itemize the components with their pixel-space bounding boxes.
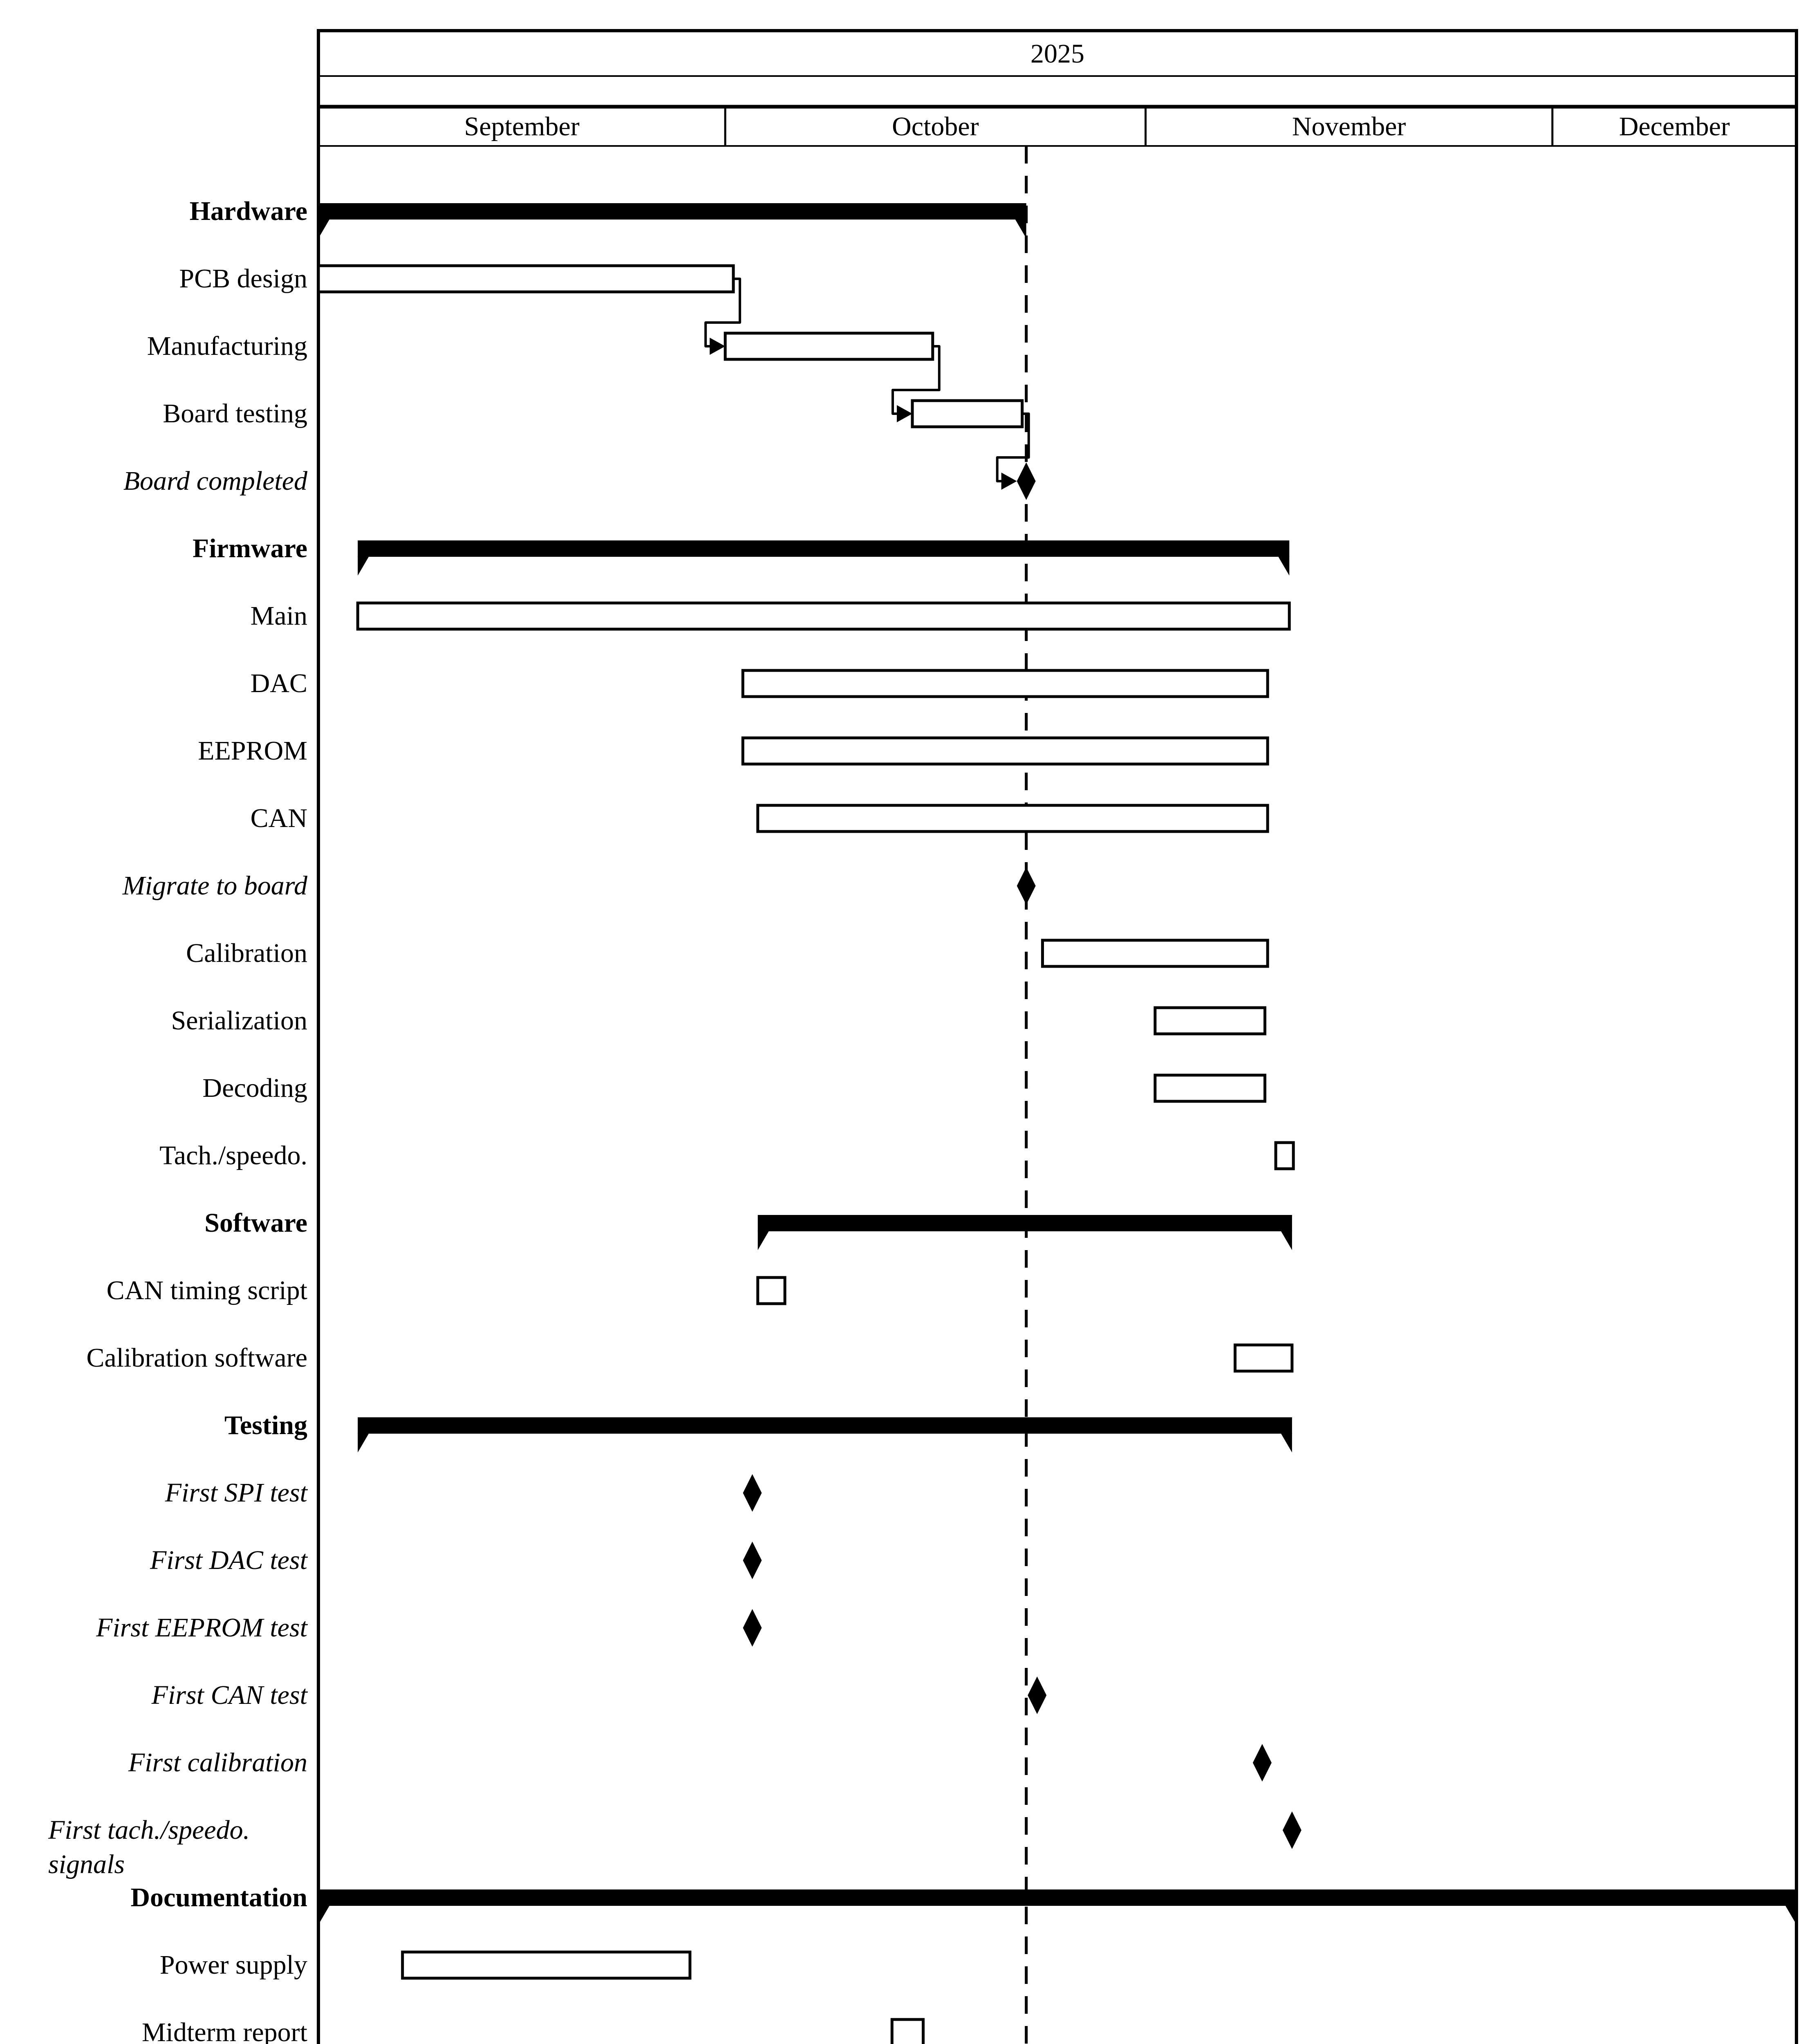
- milestone-first-spi-test: [743, 1474, 762, 1512]
- milestone-first-tach-speedo-signals: [1282, 1811, 1301, 1849]
- row-label-first-spi-test: First SPI test: [165, 1478, 307, 1508]
- task-bar-eeprom: [741, 736, 1269, 766]
- milestone-first-calibration: [1252, 1744, 1272, 1782]
- row-label-calibration-software: Calibration software: [86, 1343, 307, 1373]
- group-bar-left-cap: [358, 556, 370, 576]
- row-label-first-can-test: First CAN test: [151, 1680, 307, 1710]
- row-label-main: Main: [250, 601, 307, 631]
- row-label-line: First tach./speedo.: [48, 1815, 250, 1845]
- task-bar-power-supply: [401, 1950, 692, 1980]
- group-bar-right-cap: [1015, 219, 1026, 238]
- group-bar-left-cap: [358, 1433, 370, 1452]
- group-bar-right-cap: [1785, 1905, 1796, 1925]
- link-pcb-design-to-manufacturing: [704, 278, 741, 347]
- task-bar-dac: [741, 669, 1269, 698]
- row-label-can-timing-script: CAN timing script: [106, 1275, 307, 1305]
- group-bar-left-cap: [757, 1230, 769, 1250]
- month-label-november: November: [1292, 112, 1406, 141]
- row-label-can: CAN: [250, 803, 307, 833]
- task-bar-calibration-software: [1234, 1343, 1294, 1373]
- task-bar-midterm-report: [890, 2018, 925, 2044]
- row-label-migrate-to-board: Migrate to board: [122, 871, 307, 901]
- task-bar-tach-speedo: [1274, 1141, 1295, 1170]
- group-bar-documentation: [318, 1889, 1796, 1906]
- group-bar-left-cap: [318, 219, 330, 238]
- row-label-tach-speedo: Tach./speedo.: [159, 1141, 307, 1170]
- task-bar-calibration: [1041, 939, 1269, 968]
- month-label-september: September: [464, 112, 580, 141]
- row-label-board-completed: Board completed: [123, 466, 307, 496]
- year-title: 2025: [1030, 39, 1084, 69]
- row-label-firmware: Firmware: [193, 533, 307, 563]
- task-bar-can: [756, 804, 1269, 833]
- row-label-decoding: Decoding: [202, 1073, 307, 1103]
- milestone-first-dac-test: [743, 1542, 762, 1579]
- group-bar-right-cap: [1280, 1230, 1292, 1250]
- milestone-migrate-to-board: [1017, 867, 1036, 905]
- group-bar-hardware: [318, 203, 1026, 220]
- chart-border: [317, 29, 1798, 2044]
- task-bar-main: [356, 601, 1291, 631]
- task-bar-serialization: [1153, 1006, 1267, 1035]
- row-label-first-calibration: First calibration: [128, 1748, 307, 1777]
- group-bar-right-cap: [1280, 1433, 1292, 1452]
- row-label-first-eeprom-test: First EEPROM test: [96, 1613, 307, 1643]
- row-label-serialization: Serialization: [171, 1006, 307, 1035]
- row-label-power-supply: Power supply: [159, 1950, 307, 1980]
- row-label-testing: Testing: [224, 1410, 307, 1440]
- group-bar-left-cap: [318, 1905, 330, 1925]
- group-bar-firmware: [358, 540, 1290, 557]
- link-arrowhead: [710, 338, 726, 355]
- task-bar-decoding: [1153, 1074, 1267, 1103]
- task-bar-pcb-design: [317, 264, 735, 294]
- row-label-hardware: Hardware: [189, 196, 307, 226]
- row-label-dac: DAC: [250, 668, 307, 698]
- group-bar-software: [757, 1215, 1292, 1231]
- month-label-october: October: [892, 112, 979, 141]
- row-label-manufacturing: Manufacturing: [147, 331, 307, 361]
- link-arrowhead: [1001, 473, 1017, 490]
- row-label-software: Software: [204, 1208, 307, 1238]
- row-label-midterm-report: Midterm report: [141, 2017, 307, 2044]
- row-label-calibration: Calibration: [186, 938, 307, 968]
- task-bar-board-testing: [911, 399, 1024, 428]
- group-bar-testing: [358, 1417, 1292, 1434]
- milestone-first-can-test: [1028, 1676, 1047, 1714]
- group-bar-right-cap: [1278, 556, 1290, 576]
- row-label-pcb-design: PCB design: [179, 264, 307, 294]
- link-arrowhead: [897, 405, 913, 422]
- row-label-first-dac-test: First DAC test: [150, 1545, 307, 1575]
- task-bar-manufacturing: [723, 332, 934, 361]
- milestone-first-eeprom-test: [743, 1609, 762, 1647]
- row-label-documentation: Documentation: [130, 1883, 307, 1912]
- row-label-board-testing: Board testing: [163, 399, 307, 428]
- task-bar-can-timing-script: [756, 1276, 786, 1305]
- row-label-line: signals: [48, 1849, 125, 1879]
- row-label-eeprom: EEPROM: [198, 736, 307, 766]
- link-board-testing-to-board-completed: [996, 412, 1030, 482]
- month-label-december: December: [1619, 112, 1730, 141]
- row-label-first-tach-speedo-signals: First tach./speedo. signals: [48, 1813, 326, 1879]
- link-manufacturing-to-board-testing: [891, 345, 941, 415]
- milestone-board-completed: [1017, 462, 1036, 500]
